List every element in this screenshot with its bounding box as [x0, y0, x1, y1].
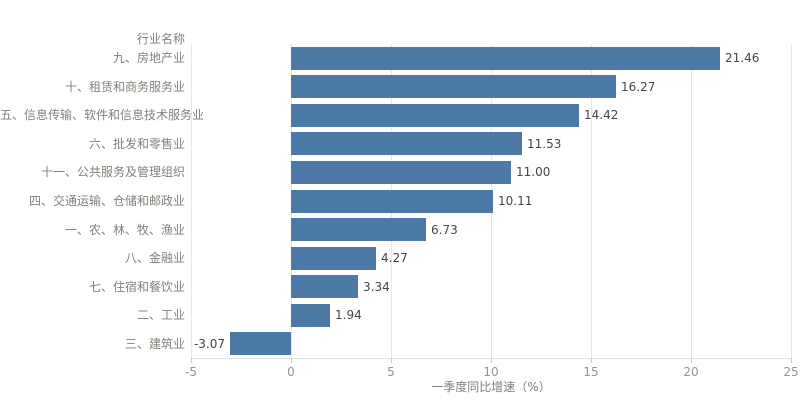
- bar-4[interactable]: [291, 132, 522, 155]
- x-tick-mark: [191, 358, 192, 363]
- x-tick-mark: [791, 358, 792, 363]
- bar-6[interactable]: [291, 190, 493, 213]
- x-tick-mark: [291, 358, 292, 363]
- bar-5[interactable]: [291, 161, 511, 184]
- x-tick-label: 20: [683, 365, 699, 379]
- value-label: 14.42: [584, 108, 619, 122]
- value-label: 10.11: [498, 194, 533, 208]
- category-label: 七、住宿和餐饮业: [88, 280, 185, 294]
- value-label: 11.53: [527, 137, 562, 151]
- value-label: -3.07: [193, 337, 225, 351]
- category-label: 二、工业: [136, 308, 185, 322]
- category-column-header: 行业名称: [136, 32, 185, 46]
- bar-11[interactable]: [230, 332, 291, 355]
- category-label: 四、交通运输、仓储和邮政业: [28, 194, 185, 208]
- category-label: 十、租赁和商务服务业: [64, 80, 185, 94]
- x-tick-mark: [491, 358, 492, 363]
- category-label: 六、批发和零售业: [88, 137, 185, 151]
- bar-2[interactable]: [291, 75, 616, 98]
- value-label: 3.34: [363, 280, 390, 294]
- value-label: 11.00: [516, 165, 551, 179]
- x-axis-title: 一季度同比增速（%）: [431, 380, 551, 394]
- value-label: 21.46: [725, 51, 760, 65]
- x-tick-label: 5: [387, 365, 395, 379]
- x-tick-mark: [391, 358, 392, 363]
- category-label: 一、农、林、牧、渔业: [64, 223, 185, 237]
- x-tick-label: 10: [483, 365, 499, 379]
- x-tick-mark: [691, 358, 692, 363]
- gridline-x-25: [791, 44, 792, 358]
- value-label: 6.73: [431, 223, 458, 237]
- x-tick-label: 15: [583, 365, 599, 379]
- bar-3[interactable]: [291, 104, 579, 127]
- x-tick-label: 25: [783, 365, 799, 379]
- x-tick-mark: [591, 358, 592, 363]
- bar-10[interactable]: [291, 304, 330, 327]
- category-label: 五、信息传输、软件和信息技术服务业: [0, 108, 205, 122]
- category-label: 三、建筑业: [124, 337, 185, 351]
- bar-9[interactable]: [291, 275, 358, 298]
- category-label: 十一、公共服务及管理组织: [40, 165, 185, 179]
- category-label: 九、房地产业: [112, 51, 185, 65]
- value-label: 16.27: [621, 80, 656, 94]
- value-label: 1.94: [335, 308, 362, 322]
- bar-1[interactable]: [291, 47, 720, 70]
- gridline-x--5: [191, 44, 192, 358]
- gridline-x-20: [691, 44, 692, 358]
- bar-7[interactable]: [291, 218, 426, 241]
- gridline-x-15: [591, 44, 592, 358]
- x-tick-label: -5: [185, 365, 197, 379]
- bar-8[interactable]: [291, 247, 376, 270]
- category-label: 八、金融业: [124, 251, 185, 265]
- value-label: 4.27: [381, 251, 408, 265]
- x-tick-label: 0: [287, 365, 295, 379]
